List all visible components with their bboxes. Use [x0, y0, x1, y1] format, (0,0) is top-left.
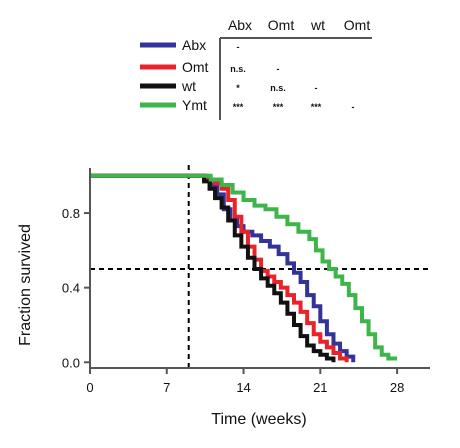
table-cell: *: [236, 83, 240, 93]
table-column-header: Omt: [268, 17, 295, 33]
plot-area: [90, 165, 430, 368]
x-tick-label: 0: [86, 380, 93, 395]
legend-label-wt: wt: [181, 78, 196, 94]
x-tick-label: 7: [163, 380, 170, 395]
table-cell: -: [237, 42, 240, 52]
table-column-header: Omt: [344, 17, 371, 33]
table-cell: n.s.: [230, 64, 246, 74]
table-cell: ***: [311, 102, 322, 112]
x-tick-label: 14: [236, 380, 250, 395]
table-column-header: Abx: [228, 17, 252, 33]
table-cell: n.s.: [270, 83, 286, 93]
x-axis-label: Time (weeks): [211, 411, 306, 428]
x-tick-label: 28: [390, 380, 404, 395]
y-axis-label: Fraction survived: [17, 224, 34, 346]
x-tick-label: 21: [313, 380, 327, 395]
series-line-omt: [90, 173, 349, 363]
legend-label-ymt: Ymt: [182, 97, 207, 113]
series-line-wt: [90, 173, 336, 363]
table-cell: -: [352, 102, 355, 112]
y-tick-label: 0.8: [62, 206, 80, 221]
legend-label-abx: Abx: [182, 37, 206, 53]
axes: 0 7 14 21 28 0.0 0.4 0.8: [62, 168, 430, 395]
series-line-abx: [90, 173, 356, 363]
legend-label-omt: Omt: [182, 59, 209, 75]
y-tick-label: 0.4: [62, 281, 80, 296]
table-cell: ***: [273, 102, 284, 112]
y-tick-label: 0.0: [62, 355, 80, 370]
legend: Abx Omt wt Ymt: [140, 37, 209, 113]
table-cell: ***: [233, 102, 244, 112]
table-column-header: wt: [310, 17, 325, 33]
series-line-ymt: [90, 173, 398, 361]
table-cell: -: [277, 64, 280, 74]
table-cell: -: [315, 83, 318, 93]
significance-table: Abx Omt wt Omt-n.s. -* n.s. -*** *** *** -: [219, 17, 372, 120]
